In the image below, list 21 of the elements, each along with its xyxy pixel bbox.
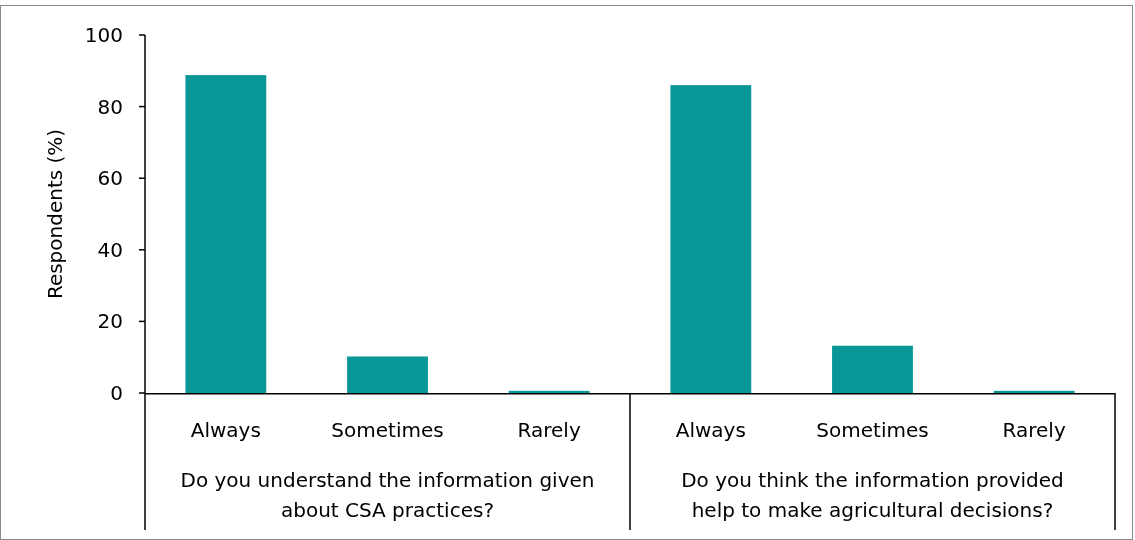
bar: [508, 390, 590, 393]
bar: [832, 345, 913, 393]
y-tick-label: 60: [97, 166, 123, 191]
y-axis-title: Respondents (%): [43, 128, 67, 300]
x-tick-label: Rarely: [1002, 418, 1066, 442]
text: Do you think the information provided help to make agricultural decisions?: [681, 468, 1064, 522]
x-tick-label: Sometimes: [816, 418, 929, 442]
bar: [670, 85, 752, 393]
y-tick-label: 20: [97, 309, 123, 334]
y-tick-label: 80: [97, 94, 123, 119]
y-tick-label: 40: [97, 237, 123, 262]
x-tick-label: Always: [675, 418, 746, 442]
x-tick-label: Sometimes: [331, 418, 444, 442]
bar: [185, 75, 267, 393]
x-tick-label: Rarely: [517, 418, 581, 442]
y-tick-label: 100: [84, 23, 123, 47]
text: Do you understand the information given about CSA practices?: [180, 468, 595, 522]
bar: [993, 390, 1075, 393]
x-tick-label: Always: [190, 418, 261, 442]
bar: [347, 356, 428, 393]
y-tick-label: 0: [110, 381, 123, 405]
